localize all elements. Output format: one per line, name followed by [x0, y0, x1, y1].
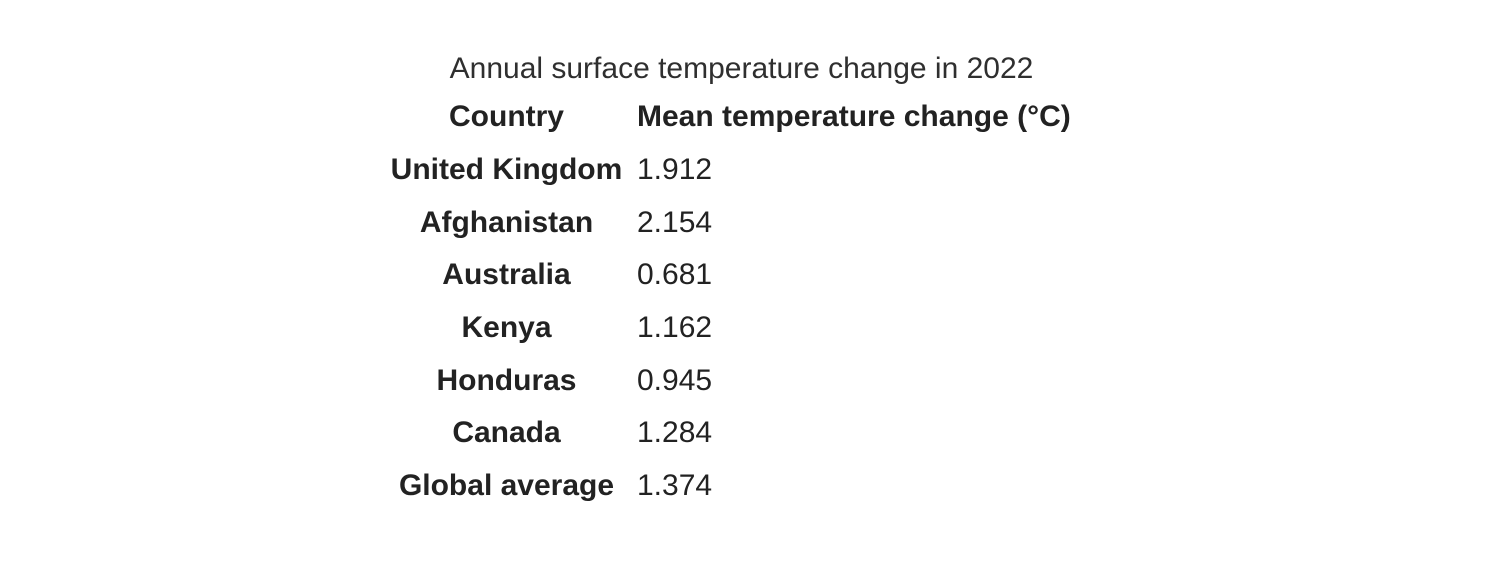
country-cell: United Kingdom	[390, 153, 623, 187]
table-row: Australia 0.681	[383, 249, 1100, 302]
country-cell: Australia	[442, 258, 571, 292]
table-row: Canada 1.284	[383, 407, 1100, 460]
temperature-table-container: Annual surface temperature change in 202…	[383, 47, 1100, 513]
table-row: Honduras 0.945	[383, 354, 1100, 407]
value-cell: 1.162	[637, 311, 713, 345]
value-cell: 2.154	[637, 205, 713, 239]
value-cell: 0.945	[637, 363, 713, 397]
country-column-header: Country	[449, 100, 564, 134]
table-header-row: Country Mean temperature change (°C)	[383, 91, 1100, 144]
country-cell: Honduras	[436, 363, 577, 397]
chart-title: Annual surface temperature change in 202…	[449, 52, 1034, 85]
data-table: Country Mean temperature change (°C) Uni…	[383, 91, 1100, 513]
table-row: Afghanistan 2.154	[383, 196, 1100, 249]
value-column-header: Mean temperature change (°C)	[637, 100, 1071, 134]
value-cell: 0.681	[637, 258, 713, 292]
table-row: Global average 1.374	[383, 460, 1100, 513]
country-cell: Kenya	[461, 311, 552, 345]
country-cell: Canada	[452, 416, 561, 450]
value-cell: 1.284	[637, 416, 713, 450]
value-cell: 1.374	[637, 469, 713, 503]
country-cell: Afghanistan	[419, 205, 594, 239]
table-row: Kenya 1.162	[383, 302, 1100, 355]
value-cell: 1.912	[637, 153, 713, 187]
table-row: United Kingdom 1.912	[383, 144, 1100, 197]
country-cell: Global average	[398, 469, 615, 503]
